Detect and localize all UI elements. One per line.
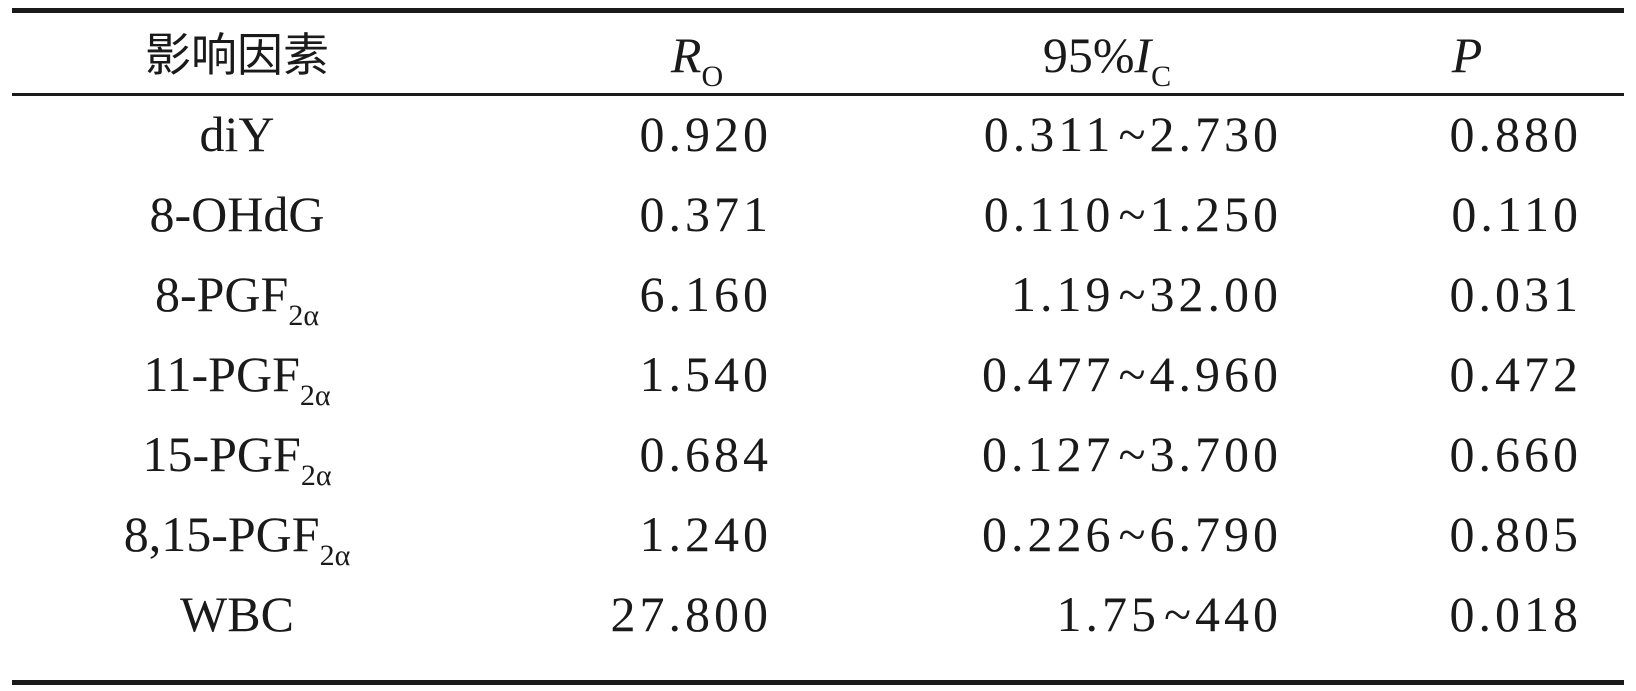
header-ci-sub: C: [1151, 60, 1172, 93]
or-cell: 0.371: [639, 186, 772, 242]
or-cell: 27.800: [610, 586, 772, 642]
factor-cell: 15-PGF2α: [12, 414, 462, 494]
p-cell: 0.660: [1449, 426, 1582, 482]
or-cell: 0.684: [639, 426, 772, 482]
header-p: P: [1451, 27, 1483, 83]
ci-high: 4.960: [1149, 346, 1282, 402]
p-cell: 0.110: [1451, 186, 1582, 242]
factor-subscript: 2α: [288, 299, 320, 332]
header-rule: [12, 93, 1624, 96]
ci-high: 440: [1195, 586, 1282, 642]
or-cell: 0.920: [639, 106, 772, 162]
ci-cell: 0.127~3.700: [942, 414, 1282, 494]
ci-high: 2.730: [1149, 106, 1282, 162]
ci-low: 0.226: [981, 506, 1115, 562]
table-row: 8,15-PGF2α 1.240 0.226~6.790 0.805: [12, 494, 1624, 574]
or-cell: 6.160: [639, 266, 772, 322]
header-ci-main: I: [1134, 27, 1152, 83]
ci-sep: ~: [1163, 586, 1191, 642]
p-cell: 0.472: [1449, 346, 1582, 402]
ci-sep: ~: [1118, 106, 1146, 162]
table-row: 8-PGF2α 6.160 1.19~32.00 0.031: [12, 254, 1624, 334]
bottom-rule: [12, 680, 1624, 685]
or-cell: 1.540: [639, 346, 772, 402]
factor-name: 15-PGF: [142, 426, 301, 482]
ci-sep: ~: [1118, 426, 1146, 482]
ci-cell: 1.19~32.00: [942, 254, 1282, 334]
factor-subscript: 2α: [300, 459, 332, 492]
ci-sep: ~: [1118, 186, 1146, 242]
ci-high: 3.700: [1149, 426, 1282, 482]
header-ci: 95%IC: [1002, 13, 1212, 98]
header-or-main: R: [670, 27, 702, 83]
factor-name: 11-PGF: [143, 346, 300, 402]
ci-cell: 0.110~1.250: [942, 174, 1282, 254]
factor-cell: 11-PGF2α: [12, 334, 462, 414]
factor-name: diY: [199, 106, 275, 162]
factor-cell: 8-OHdG: [12, 174, 462, 254]
p-cell: 0.018: [1449, 586, 1582, 642]
p-cell: 0.805: [1449, 506, 1582, 562]
table-row: 11-PGF2α 1.540 0.477~4.960 0.472: [12, 334, 1624, 414]
ci-high: 32.00: [1149, 266, 1282, 322]
ci-cell: 0.311~2.730: [942, 94, 1282, 174]
header-or-sub: O: [701, 60, 724, 93]
ci-sep: ~: [1118, 266, 1146, 322]
header-ci-prefix: 95%: [1042, 27, 1135, 83]
p-cell: 0.880: [1449, 106, 1582, 162]
ci-low: 0.311: [983, 106, 1115, 162]
ci-low: 1.19: [1010, 266, 1115, 322]
header-factor: 影响因素: [145, 28, 329, 82]
or-cell: 1.240: [639, 506, 772, 562]
header-row: 影响因素 RO 95%IC P: [12, 13, 1624, 93]
header-or: RO: [622, 13, 772, 98]
table-row: WBC 27.800 1.75~440 0.018: [12, 574, 1624, 654]
factor-cell: WBC: [12, 574, 462, 654]
ci-high: 1.250: [1149, 186, 1282, 242]
ci-low: 0.477: [981, 346, 1115, 402]
factor-name: 8-PGF: [154, 266, 289, 322]
p-cell: 0.031: [1449, 266, 1582, 322]
factor-cell: 8,15-PGF2α: [12, 494, 462, 574]
ci-sep: ~: [1118, 346, 1146, 402]
ci-cell: 1.75~440: [942, 574, 1282, 654]
top-rule: [12, 8, 1624, 13]
table-row: 8-OHdG 0.371 0.110~1.250 0.110: [12, 174, 1624, 254]
ci-cell: 0.226~6.790: [942, 494, 1282, 574]
factor-name: 8,15-PGF: [123, 506, 320, 562]
factor-subscript: 2α: [299, 379, 331, 412]
ci-low: 0.110: [983, 186, 1115, 242]
ci-low: 0.127: [981, 426, 1115, 482]
ci-low: 1.75: [1056, 586, 1160, 642]
table-row: 15-PGF2α 0.684 0.127~3.700 0.660: [12, 414, 1624, 494]
factor-subscript: 2α: [319, 539, 351, 572]
factor-name: WBC: [180, 586, 294, 642]
factor-cell: diY: [12, 94, 462, 174]
table-row: diY 0.920 0.311~2.730 0.880: [12, 94, 1624, 174]
factor-name: 8-OHdG: [149, 186, 325, 242]
ci-sep: ~: [1118, 506, 1146, 562]
ci-high: 6.790: [1149, 506, 1282, 562]
ci-cell: 0.477~4.960: [942, 334, 1282, 414]
factor-cell: 8-PGF2α: [12, 254, 462, 334]
